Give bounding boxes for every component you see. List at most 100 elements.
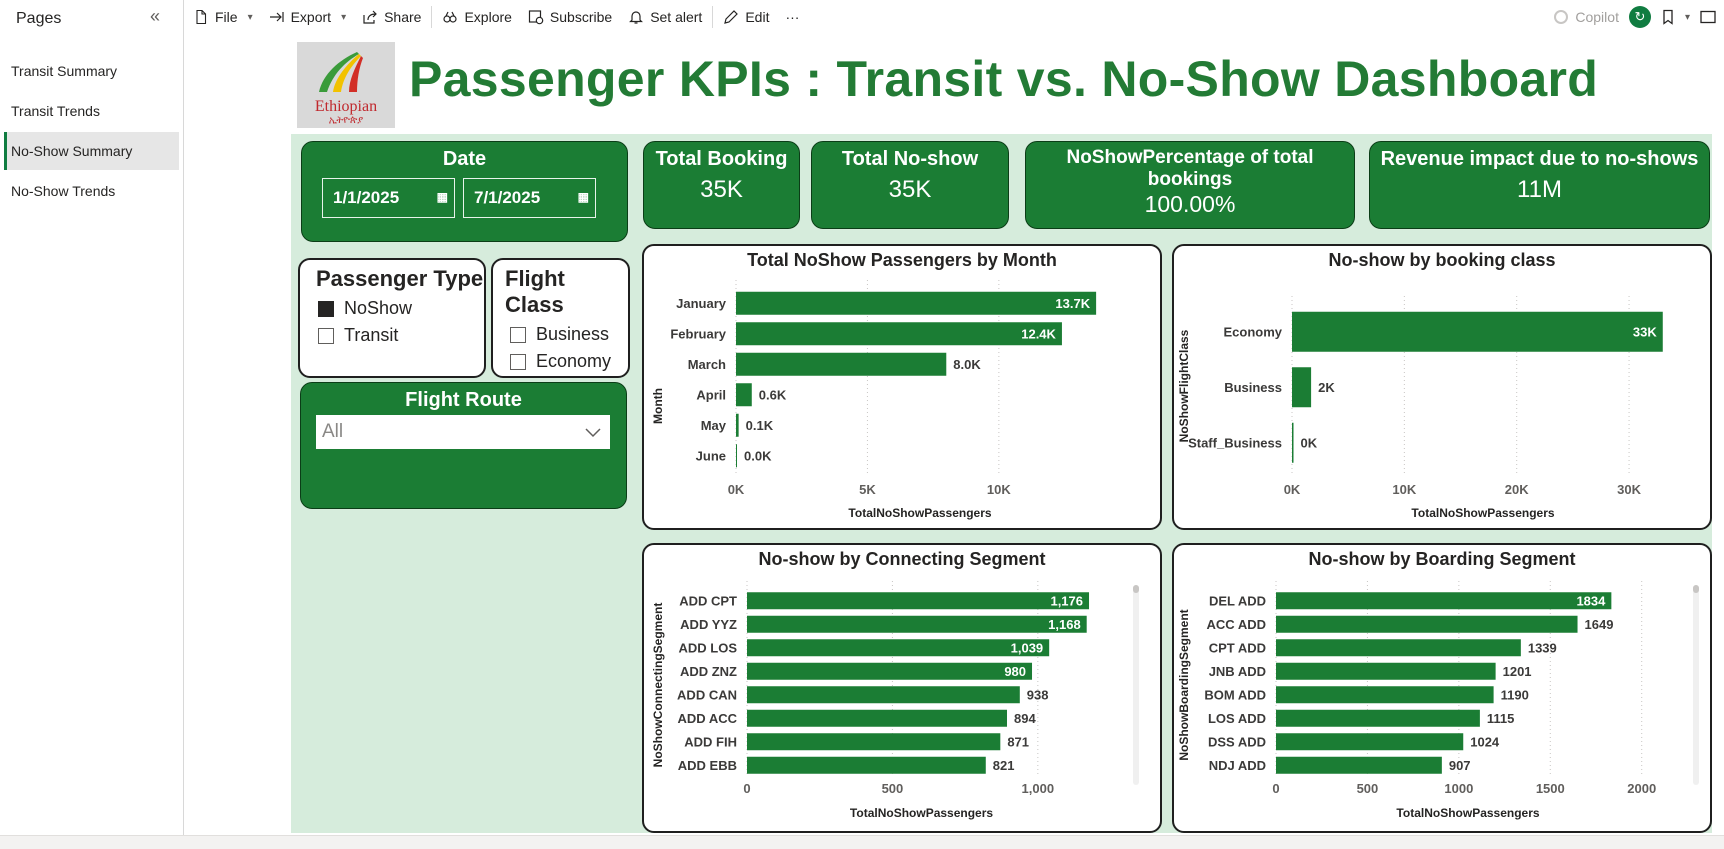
bookmark-dropdown-icon[interactable]: ▾ (1684, 11, 1690, 23)
scrollbar[interactable] (1693, 585, 1699, 785)
passenger-type-option-noshow[interactable]: NoShow (300, 298, 484, 319)
category-label: DEL ADD (1209, 593, 1266, 608)
kpi-title: Total No-show (841, 148, 979, 170)
bar (747, 733, 1001, 751)
bar (1276, 592, 1612, 610)
x-tick-label: 10K (987, 482, 1011, 497)
slicer-title: Flight Class (505, 266, 565, 317)
page-item-no-show-summary[interactable]: No-Show Summary (4, 132, 179, 170)
chevron-down-icon (585, 428, 601, 438)
data-label: 1190 (1501, 687, 1529, 702)
x-tick-label: 1500 (1536, 781, 1565, 796)
category-label: June (696, 448, 726, 463)
bar (736, 383, 752, 407)
refresh-icon[interactable]: ↻ (1628, 6, 1651, 28)
bar (1292, 422, 1294, 463)
flight-route-slicer: Flight Route All (300, 382, 627, 509)
calendar-icon[interactable]: ▦ (436, 190, 448, 204)
checkbox[interactable] (510, 353, 526, 370)
bar (747, 686, 1020, 704)
x-axis-title: TotalNoShowPassengers (1396, 806, 1539, 820)
data-label: 1,168 (1048, 617, 1081, 632)
x-tick-label: 20K (1505, 482, 1529, 497)
flight-class-option-business[interactable]: Business (493, 324, 628, 345)
scrollbar-thumb[interactable] (1693, 585, 1699, 593)
chart-title: Total NoShow Passengers by Month (747, 250, 1057, 270)
subscribe-button[interactable]: Subscribe (520, 2, 620, 32)
bar (1292, 367, 1312, 408)
flight-route-dropdown[interactable]: All (316, 415, 610, 449)
kpi-card-revenue-impact: Revenue impact due to no-shows 11M (1369, 141, 1710, 229)
export-icon (269, 12, 284, 22)
bar (736, 322, 1062, 346)
noshow-by-class-chart: 0K 10K 20K 30K Economy 33K Business 2K Staff_Bus… (1177, 296, 1663, 520)
kpi-title: Total Booking (655, 148, 788, 170)
page-item-no-show-trends[interactable]: No-Show Trends (11, 183, 116, 199)
page-item-transit-summary[interactable]: Transit Summary (11, 63, 118, 79)
set-alert-button[interactable]: Set alert (620, 2, 710, 32)
data-label: 13.7K (1055, 296, 1090, 311)
x-axis-title: TotalNoShowPassengers (848, 506, 991, 520)
scrollbar-thumb[interactable] (1133, 585, 1139, 593)
checkbox[interactable] (318, 327, 334, 344)
category-label: ADD FIH (684, 734, 737, 749)
file-icon (196, 9, 207, 25)
kpi-card-total-no-show: Total No-show 35K (811, 141, 1009, 229)
bar (747, 592, 1090, 610)
slicer-title: Passenger Type (316, 266, 484, 291)
data-label: 1834 (1576, 593, 1606, 608)
checkbox-checked[interactable] (318, 300, 334, 317)
dropdown-value: All (322, 421, 344, 442)
set-alert-label: Set alert (650, 9, 703, 25)
kpi-value: 100.00% (1144, 191, 1236, 217)
toolbar-right: Copilot ↻ ▾ (1553, 0, 1716, 34)
file-menu[interactable]: File ▾ (185, 2, 261, 32)
category-label: CPT ADD (1209, 640, 1266, 655)
bar (1276, 756, 1442, 774)
collapse-pane-icon[interactable]: « (150, 6, 161, 26)
calendar-icon[interactable]: ▦ (577, 190, 589, 204)
end-date-input[interactable]: 7/1/2025 ▦ (463, 178, 596, 218)
x-tick-label: 500 (882, 781, 904, 796)
page-item-transit-trends[interactable]: Transit Trends (11, 103, 100, 119)
noshow-by-connecting-segment-chart: 0 500 1,000 ADD CPT 1,176 ADD YYZ 1,168 ADD LOS… (651, 581, 1090, 820)
category-label: BOM ADD (1204, 687, 1266, 702)
explore-button[interactable]: Explore (434, 2, 519, 32)
copilot-button[interactable]: Copilot (1553, 9, 1619, 25)
export-label: Export (290, 9, 332, 25)
flight-class-option-economy[interactable]: Economy (493, 351, 628, 372)
option-label: Economy (536, 351, 612, 371)
category-label: January (676, 296, 727, 311)
data-label: 1,176 (1050, 593, 1083, 608)
data-label: 1115 (1487, 711, 1515, 726)
chart-card-noshow-by-boarding-segment: No-show by Boarding Segment 0 500 1000 1500… (1172, 543, 1712, 833)
x-tick-label: 0K (1284, 482, 1301, 497)
category-label: May (701, 418, 727, 433)
bookmark-icon[interactable] (1661, 9, 1675, 25)
category-label: JNB ADD (1209, 664, 1266, 679)
data-label: 1201 (1503, 664, 1532, 679)
share-button[interactable]: Share (354, 2, 429, 32)
scrollbar[interactable] (1133, 585, 1139, 785)
category-label: February (670, 326, 726, 341)
category-label: Staff_Business (1188, 435, 1282, 450)
flight-class-slicer: Flight Class Business Economy (491, 258, 630, 378)
export-menu[interactable]: Export ▾ (261, 2, 355, 32)
x-tick-label: 5K (859, 482, 876, 497)
data-label: 0K (1301, 435, 1318, 450)
more-options-button[interactable]: ··· (777, 2, 807, 32)
edit-button[interactable]: Edit (715, 2, 777, 32)
bar (747, 756, 986, 774)
view-mode-icon[interactable] (1700, 10, 1716, 24)
data-label: 0.6K (759, 387, 787, 402)
y-axis-title: NoShowBoardingSegment (1177, 609, 1191, 760)
share-label: Share (384, 9, 422, 25)
option-label: Business (536, 324, 610, 344)
edit-label: Edit (745, 9, 770, 25)
x-axis-title: TotalNoShowPassengers (850, 806, 993, 820)
start-date-input[interactable]: 1/1/2025 ▦ (322, 178, 455, 218)
checkbox[interactable] (510, 326, 526, 343)
passenger-type-option-transit[interactable]: Transit (300, 325, 484, 346)
data-label: 1024 (1470, 734, 1500, 749)
